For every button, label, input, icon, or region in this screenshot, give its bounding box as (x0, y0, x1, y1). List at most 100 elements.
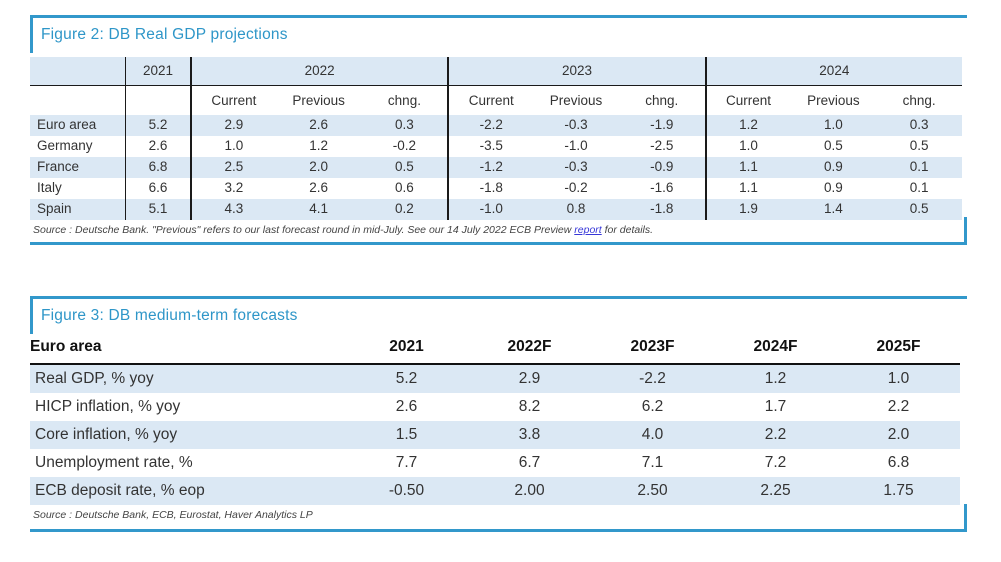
cell: 1.1 (704, 178, 791, 199)
cell: 2.6 (275, 115, 362, 136)
header-2025f: 2025F (837, 334, 960, 365)
cell: 2.50 (591, 477, 714, 505)
cell: -1.8 (447, 178, 533, 199)
cell: -1.0 (447, 199, 534, 220)
cell: 7.7 (395, 454, 418, 471)
year-header-2021: 2021 (125, 57, 190, 86)
subheader-previous: Previous (549, 93, 603, 108)
header-2022f: 2022F (468, 334, 591, 365)
cell: -1.8 (618, 199, 705, 220)
subheader-current: Current (704, 86, 791, 115)
figure3-title: Figure 3: DB medium-term forecasts (41, 307, 298, 324)
cell: 1.5 (345, 421, 468, 449)
cell: 1.75 (837, 477, 960, 505)
cell: 0.1 (876, 157, 962, 178)
subheader-chng: chng. (645, 93, 679, 108)
row-label: Italy (37, 180, 62, 195)
cell: 1.2 (704, 115, 791, 136)
year-header-2023: 2023 (447, 57, 705, 86)
cell: 0.6 (395, 180, 414, 195)
row-label: HICP inflation, % yoy (35, 398, 181, 415)
source-text: Source : Deutsche Bank. "Previous" refer… (33, 224, 575, 236)
row-label: Germany (37, 138, 93, 153)
cell: 7.2 (764, 454, 787, 471)
cell: -0.2 (564, 180, 588, 195)
cell: 8.2 (518, 398, 541, 415)
cell: 0.1 (909, 180, 929, 195)
row-label: France (30, 157, 125, 178)
cell: 2.2 (714, 421, 837, 449)
cell: 1.4 (790, 199, 877, 220)
cell: 3.2 (190, 178, 276, 199)
header-2024f: 2024F (714, 334, 837, 365)
cell: -0.2 (392, 138, 417, 153)
cell: 2.6 (125, 136, 190, 157)
source-text: for details. (601, 224, 654, 236)
year-header-2024: 2024 (704, 57, 962, 86)
cell: 1.0 (190, 136, 276, 157)
row-label: Euro area (30, 115, 125, 136)
header-2023f: 2023F (591, 334, 714, 365)
cell: 0.2 (361, 199, 448, 220)
cell: 0.5 (823, 138, 843, 153)
cell: 1.0 (790, 115, 877, 136)
empty-header-cell (30, 57, 125, 86)
subheader-chng: chng. (387, 93, 421, 108)
cell: 7.1 (641, 454, 664, 471)
figure2-table: 2021 2022 2023 2024 Current Previous chn… (30, 57, 962, 220)
subheader-current: Current (190, 86, 276, 115)
cell: 4.0 (591, 421, 714, 449)
subheader-previous: Previous (292, 93, 345, 108)
cell: 6.8 (887, 454, 910, 471)
figure3-source-note: Source : Deutsche Bank, ECB, Eurostat, H… (33, 509, 313, 521)
report-link[interactable]: report (574, 224, 602, 236)
cell: -2.2 (447, 115, 534, 136)
cell: -1.6 (650, 180, 674, 195)
cell: 1.2 (714, 365, 837, 393)
cell: 2.0 (275, 157, 362, 178)
empty-cell (30, 86, 125, 115)
cell: 0.8 (533, 199, 619, 220)
figure2-title: Figure 2: DB Real GDP projections (41, 26, 288, 43)
cell: 6.7 (518, 454, 541, 471)
cell: -2.5 (650, 138, 674, 153)
cell: 3.8 (468, 421, 591, 449)
cell: 2.9 (468, 365, 591, 393)
cell: -0.3 (533, 157, 619, 178)
figure3-section: Figure 3: DB medium-term forecasts Euro … (30, 296, 967, 532)
cell: 2.5 (190, 157, 276, 178)
cell: 1.0 (837, 365, 960, 393)
header-2021: 2021 (345, 334, 468, 365)
row-label: ECB deposit rate, % eop (30, 477, 345, 505)
cell: 5.1 (125, 199, 190, 220)
cell: -0.9 (618, 157, 705, 178)
cell: 5.2 (345, 365, 468, 393)
cell: -0.50 (345, 477, 468, 505)
figure2-section: Figure 2: DB Real GDP projections 2021 2… (30, 15, 967, 245)
cell: 0.3 (361, 115, 448, 136)
subheader-previous: Previous (807, 93, 860, 108)
cell: 5.2 (125, 115, 190, 136)
cell: 0.9 (790, 157, 877, 178)
cell: 4.3 (190, 199, 276, 220)
cell: 6.2 (641, 398, 664, 415)
year-header-2022: 2022 (190, 57, 448, 86)
cell: 1.1 (704, 157, 791, 178)
row-label: Unemployment rate, % (35, 454, 193, 471)
cell: -1.2 (447, 157, 534, 178)
cell: -1.9 (618, 115, 705, 136)
cell: 1.7 (764, 398, 787, 415)
row-label: Real GDP, % yoy (30, 365, 345, 393)
cell: 2.9 (190, 115, 276, 136)
cell: 2.6 (395, 398, 418, 415)
figure3-table: Euro area 2021 2022F 2023F 2024F 2025F R… (30, 334, 960, 505)
figure2-source-note: Source : Deutsche Bank. "Previous" refer… (30, 220, 967, 242)
cell: -3.5 (447, 136, 533, 157)
cell: 0.5 (361, 157, 448, 178)
cell: 1.2 (309, 138, 329, 153)
cell: 4.1 (275, 199, 362, 220)
empty-cell (125, 86, 190, 115)
cell: 2.00 (468, 477, 591, 505)
row-label: Core inflation, % yoy (30, 421, 345, 449)
cell: 0.5 (909, 138, 929, 153)
